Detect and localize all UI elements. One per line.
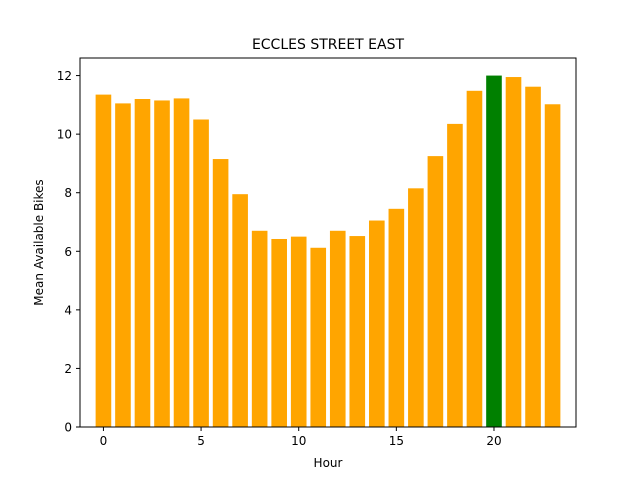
y-axis-label: Mean Available Bikes [32, 179, 46, 305]
y-axis-ticks: 0 2 4 6 8 10 12 [57, 69, 80, 435]
x-tick-label: 10 [291, 434, 306, 448]
bar [329, 230, 346, 427]
bar [544, 104, 561, 428]
bar [466, 90, 483, 428]
y-tick-label: 4 [64, 303, 72, 317]
bar [349, 236, 366, 427]
bar [212, 159, 229, 428]
bars-group [95, 75, 561, 428]
bar [408, 188, 424, 427]
plot-frame [79, 57, 577, 428]
y-tick-label: 12 [57, 69, 72, 83]
y-tick-label: 2 [64, 362, 72, 376]
x-tick-label: 15 [389, 434, 404, 448]
bar [232, 194, 248, 427]
bar [154, 100, 170, 428]
x-axis-label: Hour [314, 456, 343, 470]
y-tick-label: 8 [64, 186, 72, 200]
y-tick-label: 10 [57, 128, 72, 142]
bar [525, 86, 541, 427]
bar [115, 103, 131, 427]
bar [95, 94, 112, 428]
x-tick-label: 5 [197, 434, 205, 448]
bar [369, 220, 385, 427]
x-tick-label: 0 [100, 434, 108, 448]
bar [193, 119, 209, 427]
x-axis-ticks: 0 5 10 15 20 [100, 427, 502, 448]
bar [310, 247, 327, 427]
y-tick-label: 6 [64, 245, 72, 259]
x-tick-label: 20 [486, 434, 501, 448]
bar [447, 123, 463, 427]
bar [290, 236, 307, 427]
bar [173, 98, 190, 427]
chart-title: ECCLES STREET EAST [252, 37, 405, 53]
y-tick-label: 0 [64, 421, 72, 435]
bar-highlight [486, 75, 502, 427]
bar [134, 99, 151, 427]
bar [251, 230, 268, 427]
bar [271, 238, 287, 427]
bar [505, 77, 522, 427]
bar [427, 156, 444, 428]
bar [388, 208, 405, 427]
